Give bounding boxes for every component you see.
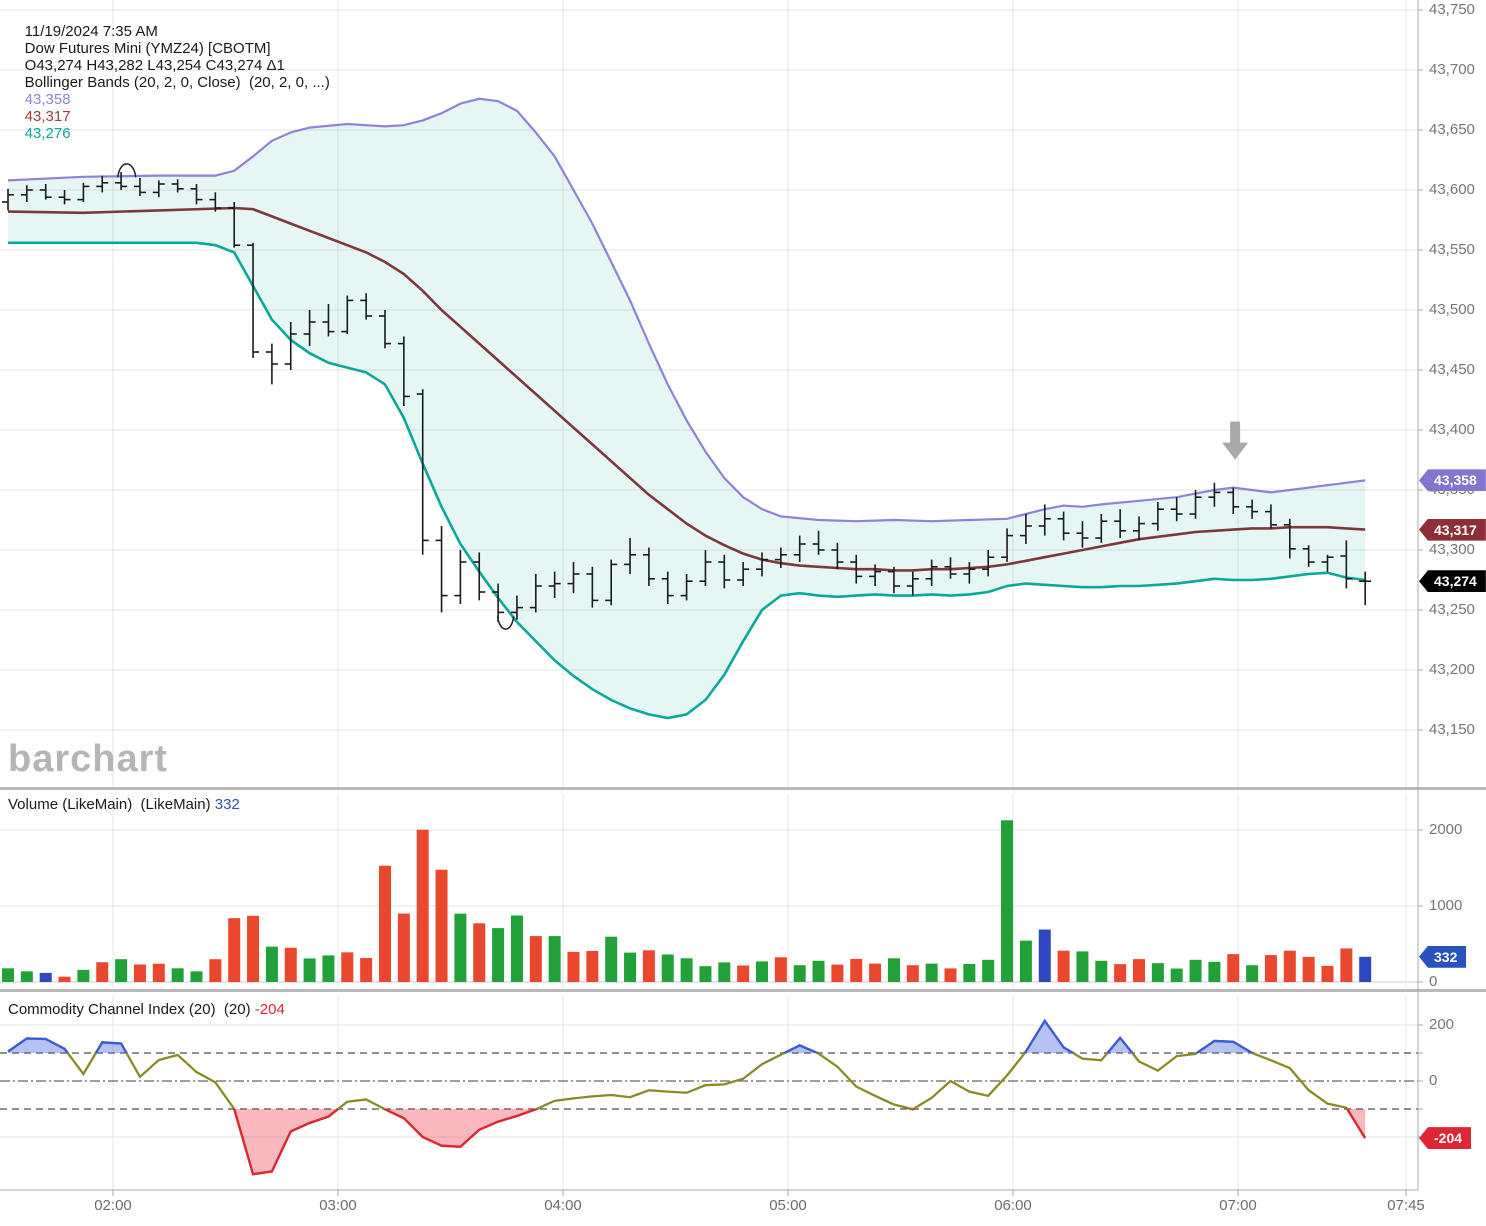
bb-middle-price-tag: 43,317 [1419, 518, 1486, 541]
last-price-tag: 43,274 [1419, 570, 1486, 593]
header-symbol: Dow Futures Mini (YMZ24) [CBOTM] [24, 40, 271, 57]
price-axis-label: 43,550 [1429, 241, 1475, 258]
price-axis-label: 43,500 [1429, 301, 1475, 318]
time-axis-label: 07:45 [1387, 1197, 1425, 1214]
price-axis-label: 43,650 [1429, 121, 1475, 138]
price-axis-label: 43,750 [1429, 1, 1475, 18]
price-axis-label: 43,300 [1429, 541, 1475, 558]
price-axis-label: 43,150 [1429, 721, 1475, 738]
volume-axis-label: 1000 [1429, 897, 1463, 914]
price-axis-label: 43,450 [1429, 361, 1475, 378]
barchart-logo: barchart [8, 738, 169, 780]
volume-panel-header: Volume (LikeMain) (LikeMain) 332 [8, 796, 240, 813]
header-bb-middle-value: 43,317 [24, 108, 71, 125]
volume-title: Volume (LikeMain) (LikeMain) [8, 796, 215, 813]
time-axis-label: 04:00 [544, 1197, 582, 1214]
volume-axis-label: 0 [1429, 973, 1438, 990]
volume-value-tag: 332 [1419, 945, 1467, 968]
cci-value: -204 [254, 1001, 285, 1018]
chart-header: 11/19/2024 7:35 AM Dow Futures Mini (YMZ… [8, 6, 344, 159]
volume-axis-label: 2000 [1429, 821, 1463, 838]
header-study: Bollinger Bands (20, 2, 0, Close) (20, 2… [24, 74, 330, 91]
cci-axis-label: 200 [1429, 1016, 1455, 1033]
header-datetime: 11/19/2024 7:35 AM [24, 23, 158, 40]
cci-axis-label: 0 [1429, 1072, 1438, 1089]
cci-value-tag: -204 [1419, 1127, 1472, 1150]
time-axis-label: 03:00 [319, 1197, 357, 1214]
cci-panel-header: Commodity Channel Index (20) (20) -204 [8, 1001, 285, 1018]
price-axis-label: 43,600 [1429, 181, 1475, 198]
price-axis-label: 43,700 [1429, 61, 1475, 78]
price-axis-label: 43,250 [1429, 601, 1475, 618]
header-ohlc: O43,274 H43,282 L43,254 C43,274 Δ1 [24, 57, 285, 74]
volume-value: 332 [214, 796, 240, 813]
cci-title: Commodity Channel Index (20) (20) [8, 1001, 255, 1018]
time-axis-label: 06:00 [994, 1197, 1032, 1214]
header-bb-upper-value: 43,358 [24, 91, 71, 108]
price-axis-label: 43,200 [1429, 661, 1475, 678]
time-axis-label: 07:00 [1219, 1197, 1257, 1214]
price-axis-label: 43,400 [1429, 421, 1475, 438]
bb-upper-price-tag: 43,358 [1419, 469, 1486, 492]
time-axis-label: 05:00 [769, 1197, 807, 1214]
header-bb-lower-value: 43,276 [24, 125, 71, 142]
time-axis-label: 02:00 [94, 1197, 132, 1214]
